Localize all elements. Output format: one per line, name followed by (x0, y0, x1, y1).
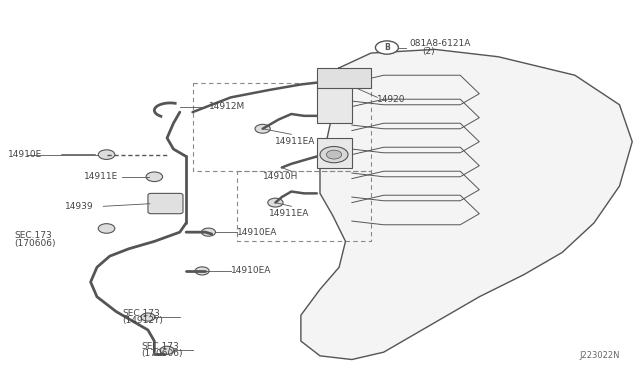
Circle shape (195, 267, 209, 275)
Text: 14910EA: 14910EA (231, 266, 271, 275)
Text: 14911E: 14911E (84, 172, 118, 181)
Bar (317, 86, 352, 123)
Text: SEC.173: SEC.173 (14, 231, 52, 240)
Circle shape (326, 150, 342, 159)
Text: 14910E: 14910E (8, 150, 42, 159)
Text: B: B (384, 43, 390, 52)
Text: 14911EA: 14911EA (275, 137, 316, 146)
Circle shape (255, 124, 270, 133)
Text: 14910EA: 14910EA (237, 228, 278, 237)
Text: (2): (2) (422, 47, 435, 56)
Circle shape (320, 147, 348, 163)
Text: 14911EA: 14911EA (269, 209, 309, 218)
Text: 081A8-6121A: 081A8-6121A (409, 39, 470, 48)
Bar (317, 138, 352, 167)
Circle shape (141, 313, 155, 321)
Circle shape (160, 346, 174, 355)
Text: J223022N: J223022N (579, 350, 620, 359)
Polygon shape (301, 49, 632, 359)
FancyBboxPatch shape (148, 193, 183, 214)
Text: (170606): (170606) (14, 239, 56, 248)
Bar (317, 68, 371, 88)
Text: (14912Y): (14912Y) (122, 316, 163, 325)
Text: 14910H: 14910H (262, 172, 298, 181)
Text: 14920: 14920 (378, 95, 406, 104)
Text: (170606): (170606) (141, 350, 183, 359)
Circle shape (146, 172, 163, 182)
Circle shape (202, 228, 216, 236)
Circle shape (99, 150, 115, 160)
Circle shape (268, 198, 283, 207)
Text: 14912M: 14912M (209, 102, 244, 111)
Circle shape (376, 41, 398, 54)
Text: 14939: 14939 (65, 202, 93, 211)
Text: SEC.173: SEC.173 (141, 342, 179, 351)
Text: SEC.173: SEC.173 (122, 309, 160, 318)
Circle shape (99, 224, 115, 233)
